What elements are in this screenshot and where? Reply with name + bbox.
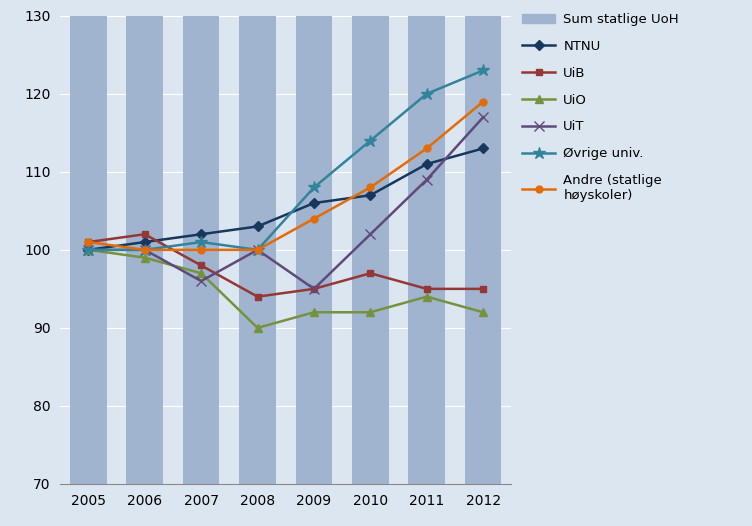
UiO (197, 270, 206, 277)
UiB (197, 262, 206, 269)
NTNU (479, 145, 488, 151)
UiT (83, 247, 93, 253)
Bar (408, 180, 445, 484)
UiT (479, 114, 488, 120)
Øvrige univ. (83, 247, 93, 253)
Bar (465, 148, 502, 484)
Bar (239, 0, 276, 484)
UiO (423, 294, 432, 300)
Øvrige univ. (197, 239, 206, 245)
Line: NTNU: NTNU (85, 145, 487, 254)
UiB (423, 286, 432, 292)
UiB (253, 294, 262, 300)
Bar (126, 242, 163, 484)
Line: Andre (statlige
høyskoler): Andre (statlige høyskoler) (85, 98, 487, 254)
UiO (83, 247, 93, 253)
Andre (statlige
høyskoler) (365, 184, 374, 190)
NTNU (253, 223, 262, 229)
Andre (statlige
høyskoler) (140, 247, 149, 253)
Bar (126, 0, 163, 484)
Øvrige univ. (253, 247, 262, 253)
UiB (310, 286, 319, 292)
Line: UiO: UiO (84, 246, 487, 332)
Line: Øvrige univ.: Øvrige univ. (82, 64, 490, 256)
Andre (statlige
høyskoler) (423, 145, 432, 151)
Bar (352, 0, 389, 484)
Øvrige univ. (140, 247, 149, 253)
Øvrige univ. (423, 90, 432, 97)
Bar (239, 266, 276, 484)
NTNU (197, 231, 206, 237)
UiB (365, 270, 374, 277)
Bar (408, 0, 445, 484)
NTNU (83, 247, 93, 253)
UiB (83, 239, 93, 245)
Bar (183, 234, 220, 484)
UiB (140, 231, 149, 237)
Andre (statlige
høyskoler) (310, 216, 319, 222)
NTNU (423, 161, 432, 167)
Line: UiB: UiB (85, 231, 487, 300)
NTNU (365, 192, 374, 198)
UiT (423, 176, 432, 183)
Andre (statlige
høyskoler) (197, 247, 206, 253)
Øvrige univ. (365, 137, 374, 144)
Andre (statlige
høyskoler) (83, 239, 93, 245)
UiT (253, 247, 262, 253)
UiT (197, 278, 206, 284)
Bar (296, 0, 332, 484)
UiO (140, 255, 149, 261)
Andre (statlige
høyskoler) (253, 247, 262, 253)
UiO (253, 325, 262, 331)
UiO (310, 309, 319, 316)
Bar (465, 0, 502, 484)
Øvrige univ. (310, 184, 319, 190)
Legend: Sum statlige UoH, NTNU, UiB, UiO, UiT, Øvrige univ., Andre (statlige
høyskoler): Sum statlige UoH, NTNU, UiB, UiO, UiT, Ø… (523, 13, 679, 202)
UiO (365, 309, 374, 316)
Bar (296, 242, 332, 484)
UiO (479, 309, 488, 316)
NTNU (310, 200, 319, 206)
Bar (183, 0, 220, 484)
UiT (310, 286, 319, 292)
Andre (statlige
høyskoler) (479, 98, 488, 105)
Bar (352, 211, 389, 484)
Bar (70, 242, 107, 484)
UiT (365, 231, 374, 237)
UiT (140, 247, 149, 253)
Øvrige univ. (479, 67, 488, 74)
NTNU (140, 239, 149, 245)
Line: UiT: UiT (83, 113, 488, 294)
Bar (70, 0, 107, 484)
UiB (479, 286, 488, 292)
